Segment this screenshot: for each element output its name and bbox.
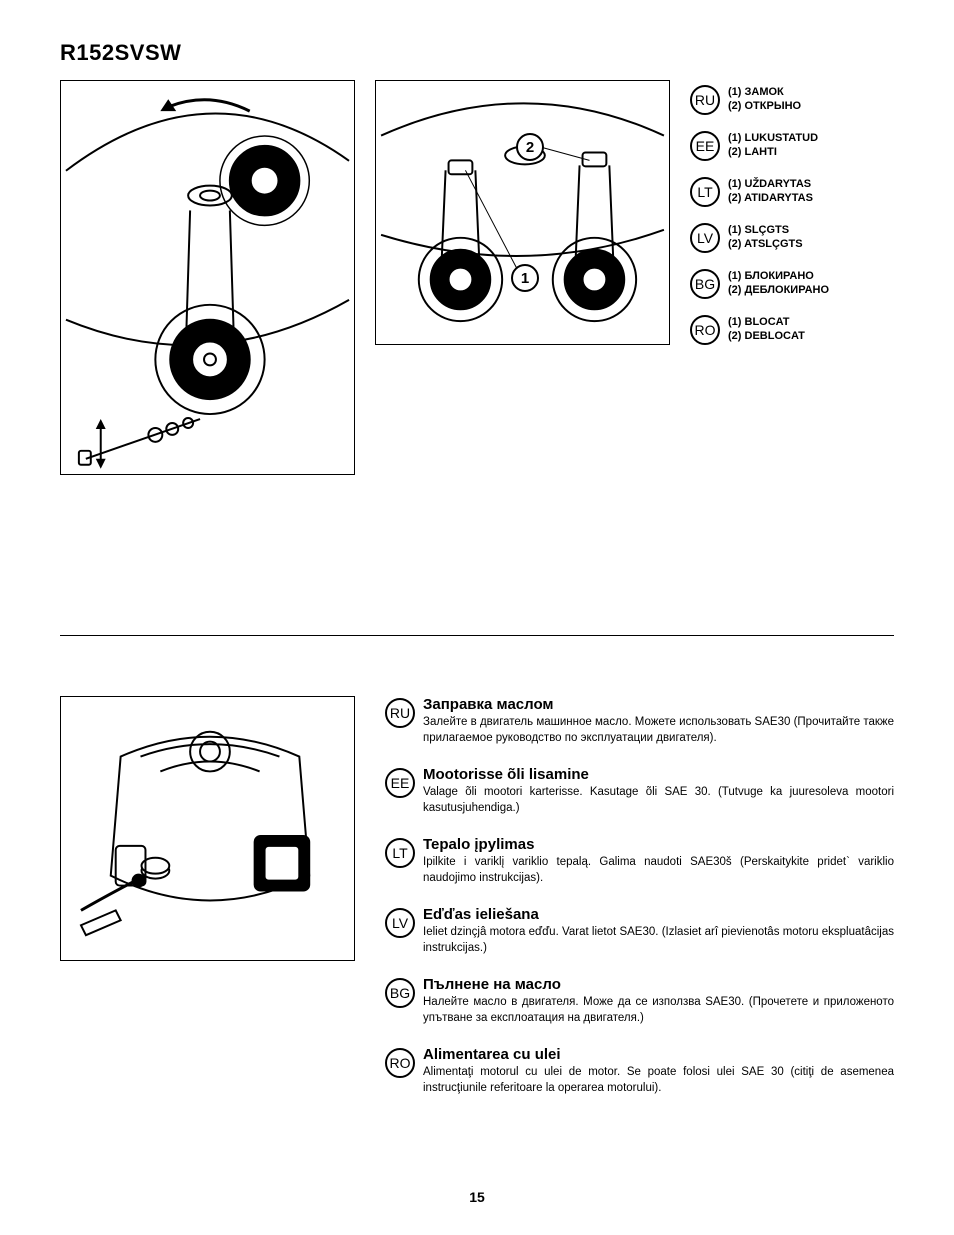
lang-badge-ru: RU — [385, 698, 415, 728]
legend-line-2: (2) ATSLÇGTS — [728, 238, 803, 252]
lang-badge-lv: LV — [690, 223, 720, 253]
instruction-title: Tepalo įpylimas — [423, 836, 894, 853]
instruction-title: Eďďas ieliešana — [423, 906, 894, 923]
lang-badge-ro: RO — [690, 315, 720, 345]
legend-terms: (1) LUKUSTATUD (2) LAHTI — [728, 132, 818, 160]
instruction-title: Mootorisse õli lisamine — [423, 766, 894, 783]
legend-terms: (1) UŽDARYTAS (2) ATIDARYTAS — [728, 178, 813, 206]
lang-badge-lv: LV — [385, 908, 415, 938]
instruction-content: Пълнене на масло Налейте масло в двигате… — [423, 976, 894, 1026]
instruction-block: RO Alimentarea cu ulei Alimentaţi motoru… — [385, 1046, 894, 1096]
legend-line-1: (1) BLOCAT — [728, 316, 805, 330]
model-title: R152SVSW — [60, 40, 894, 66]
lang-badge-ru: RU — [690, 85, 720, 115]
figure-engine-oil — [60, 696, 355, 961]
legend-line-2: (2) ATIDARYTAS — [728, 192, 813, 206]
instruction-block: BG Пълнене на масло Налейте масло в двиг… — [385, 976, 894, 1026]
language-legend: RU (1) ЗАМОК (2) ОТКРЫНО EE (1) LUKUSTAT… — [690, 80, 894, 345]
legend-row: LV (1) SLÇGTS (2) ATSLÇGTS — [690, 223, 894, 253]
callout-2: 2 — [516, 133, 544, 161]
legend-line-1: (1) ЗАМОК — [728, 86, 801, 100]
figure-caster-assembly — [60, 80, 355, 475]
instruction-block: LV Eďďas ieliešana Ieliet dzinçjâ motora… — [385, 906, 894, 956]
legend-line-2: (2) ОТКРЫНО — [728, 100, 801, 114]
engine-svg — [61, 697, 354, 960]
oil-fill-section: RU Заправка маслом Залейте в двигатель м… — [60, 696, 894, 1096]
instruction-content: Mootorisse õli lisamine Valage õli mooto… — [423, 766, 894, 816]
instruction-block: EE Mootorisse õli lisamine Valage õli mo… — [385, 766, 894, 816]
legend-row: RU (1) ЗАМОК (2) ОТКРЫНО — [690, 85, 894, 115]
instruction-body: Ieliet dzinçjâ motora eďďu. Varat lietot… — [423, 925, 894, 956]
lang-badge-ee: EE — [690, 131, 720, 161]
lang-badge-ee: EE — [385, 768, 415, 798]
instruction-block: RU Заправка маслом Залейте в двигатель м… — [385, 696, 894, 746]
instruction-body: Ipilkite i variklį variklio tepalą. Gali… — [423, 855, 894, 886]
instruction-content: Alimentarea cu ulei Alimentaţi motorul c… — [423, 1046, 894, 1096]
instruction-title: Alimentarea cu ulei — [423, 1046, 894, 1063]
legend-row: EE (1) LUKUSTATUD (2) LAHTI — [690, 131, 894, 161]
instruction-title: Заправка маслом — [423, 696, 894, 713]
legend-line-1: (1) LUKUSTATUD — [728, 132, 818, 146]
instruction-body: Залейте в двигатель машинное масло. Може… — [423, 715, 894, 746]
legend-row: BG (1) БЛОКИРАНО (2) ДЕБЛОКИРАНО — [690, 269, 894, 299]
legend-row: RO (1) BLOCAT (2) DEBLOCAT — [690, 315, 894, 345]
instruction-body: Налейте масло в двигателя. Може да се из… — [423, 995, 894, 1026]
lang-badge-lt: LT — [690, 177, 720, 207]
instruction-content: Заправка маслом Залейте в двигатель маши… — [423, 696, 894, 746]
legend-line-1: (1) БЛОКИРАНО — [728, 270, 829, 284]
legend-terms: (1) BLOCAT (2) DEBLOCAT — [728, 316, 805, 344]
lang-badge-ro: RO — [385, 1048, 415, 1078]
legend-line-1: (1) SLÇGTS — [728, 224, 803, 238]
instruction-body: Valage õli mootori karterisse. Kasutage … — [423, 785, 894, 816]
legend-line-2: (2) LAHTI — [728, 146, 818, 160]
instruction-content: Eďďas ieliešana Ieliet dzinçjâ motora eď… — [423, 906, 894, 956]
page-number: 15 — [0, 1189, 954, 1205]
caster-assembly-svg — [61, 81, 354, 474]
lang-badge-lt: LT — [385, 838, 415, 868]
legend-line-2: (2) DEBLOCAT — [728, 330, 805, 344]
instruction-list: RU Заправка маслом Залейте в двигатель м… — [385, 696, 894, 1096]
top-diagram-section: 2 1 RU (1) ЗАМОК (2) ОТКРЫНО EE (1) LUKU… — [60, 80, 894, 475]
figure-lock-positions: 2 1 — [375, 80, 670, 345]
section-divider — [60, 635, 894, 636]
legend-terms: (1) ЗАМОК (2) ОТКРЫНО — [728, 86, 801, 114]
instruction-body: Alimentaţi motorul cu ulei de motor. Se … — [423, 1065, 894, 1096]
lang-badge-bg: BG — [385, 978, 415, 1008]
instruction-content: Tepalo įpylimas Ipilkite i variklį varik… — [423, 836, 894, 886]
legend-line-2: (2) ДЕБЛОКИРАНО — [728, 284, 829, 298]
legend-line-1: (1) UŽDARYTAS — [728, 178, 813, 192]
instruction-title: Пълнене на масло — [423, 976, 894, 993]
legend-terms: (1) БЛОКИРАНО (2) ДЕБЛОКИРАНО — [728, 270, 829, 298]
instruction-block: LT Tepalo įpylimas Ipilkite i variklį va… — [385, 836, 894, 886]
lock-positions-svg — [376, 81, 669, 344]
legend-row: LT (1) UŽDARYTAS (2) ATIDARYTAS — [690, 177, 894, 207]
lang-badge-bg: BG — [690, 269, 720, 299]
legend-terms: (1) SLÇGTS (2) ATSLÇGTS — [728, 224, 803, 252]
callout-1: 1 — [511, 264, 539, 292]
